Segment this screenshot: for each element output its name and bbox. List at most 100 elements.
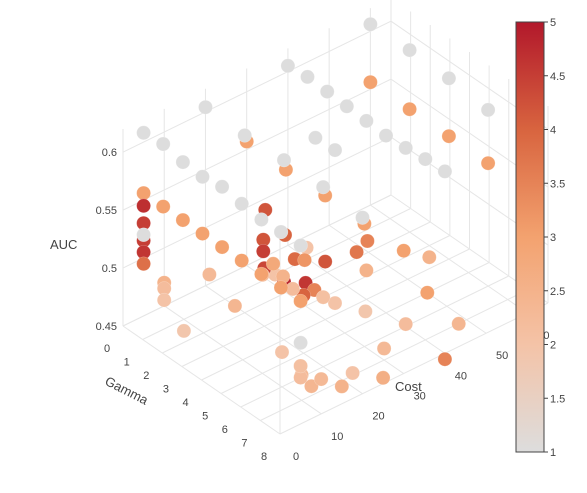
data-point bbox=[256, 244, 271, 259]
x-tick-label: 7 bbox=[241, 438, 247, 450]
data-point bbox=[376, 341, 392, 356]
data-point bbox=[378, 128, 394, 143]
colorbar-tick-label: 1 bbox=[550, 447, 556, 459]
data-point bbox=[422, 249, 437, 265]
data-point bbox=[175, 154, 191, 170]
data-point bbox=[195, 169, 210, 185]
data-point bbox=[402, 42, 417, 58]
x-tick-label: 3 bbox=[163, 384, 169, 396]
data-point bbox=[202, 267, 217, 282]
data-point bbox=[136, 125, 151, 141]
data-point bbox=[234, 196, 249, 212]
data-point bbox=[345, 365, 360, 381]
x-tick-label: 1 bbox=[124, 357, 130, 369]
data-point bbox=[234, 253, 249, 268]
data-point bbox=[280, 58, 296, 74]
data-point bbox=[304, 378, 319, 394]
data-point bbox=[308, 130, 323, 146]
data-point bbox=[265, 256, 281, 272]
colorbar-tick-label: 1.5 bbox=[550, 393, 565, 405]
data-point bbox=[451, 316, 466, 332]
data-point bbox=[396, 243, 411, 258]
floor-gridline bbox=[328, 224, 487, 334]
floor-gridline bbox=[287, 244, 446, 354]
y-tick-label: 10 bbox=[331, 431, 343, 443]
colorbar: 1 1.5 2 2.5 3 3.5 4 4.5 5 bbox=[515, 17, 565, 459]
data-point bbox=[175, 212, 191, 228]
data-point bbox=[195, 226, 210, 241]
data-point bbox=[480, 102, 496, 118]
data-points bbox=[136, 17, 535, 394]
data-point bbox=[359, 263, 374, 278]
colorbar-tick-label: 5 bbox=[550, 17, 556, 29]
data-point bbox=[437, 351, 453, 367]
x-tick-label: 8 bbox=[261, 451, 267, 463]
data-point bbox=[237, 128, 252, 143]
data-point bbox=[437, 164, 453, 179]
floor-gridline bbox=[163, 305, 322, 415]
floor-gridline bbox=[279, 302, 549, 435]
floor-gridline bbox=[122, 325, 281, 435]
colorbar-tick-label: 4 bbox=[550, 125, 556, 137]
colorbar-tick-label: 2.5 bbox=[550, 286, 565, 298]
y-tick-label: 40 bbox=[455, 370, 467, 382]
y-tick-label: 50 bbox=[496, 350, 508, 362]
data-point bbox=[375, 370, 391, 386]
colorbar-scale bbox=[515, 21, 545, 453]
data-point bbox=[136, 227, 151, 243]
z-tick-labels: 0.45 0.5 0.55 0.6 bbox=[96, 147, 117, 333]
y-tick-label: 30 bbox=[414, 391, 426, 403]
data-point bbox=[214, 239, 230, 255]
data-point bbox=[327, 295, 343, 311]
floor-gridline bbox=[201, 248, 470, 381]
floor-gridline bbox=[370, 204, 528, 314]
data-point bbox=[360, 233, 375, 249]
data-point bbox=[198, 99, 213, 115]
data-point bbox=[300, 69, 315, 85]
wall-gridline bbox=[122, 136, 392, 269]
y-tick-label: 0 bbox=[293, 451, 299, 463]
data-point bbox=[420, 285, 435, 300]
data-point bbox=[358, 304, 373, 319]
z-tick-label: 0.6 bbox=[102, 147, 117, 159]
x-tick-label: 6 bbox=[222, 424, 228, 436]
data-point bbox=[402, 101, 417, 117]
y-tick-label: 20 bbox=[372, 411, 384, 423]
y-tick-labels: 0102030405060 bbox=[293, 330, 550, 463]
data-point bbox=[480, 155, 496, 171]
data-point bbox=[293, 335, 308, 351]
floor-gridline bbox=[220, 262, 490, 394]
x-tick-label: 2 bbox=[143, 370, 149, 382]
data-point bbox=[315, 289, 331, 305]
data-point bbox=[254, 266, 269, 282]
x-tick-labels: 0 1 2 3 4 5 6 7 8 bbox=[104, 343, 267, 463]
data-point bbox=[293, 358, 308, 374]
data-point bbox=[359, 113, 374, 129]
data-point bbox=[441, 71, 457, 86]
data-point bbox=[349, 244, 364, 260]
data-point bbox=[176, 323, 192, 339]
floor-gridline bbox=[240, 275, 509, 408]
data-point bbox=[398, 140, 413, 156]
data-point bbox=[334, 379, 350, 394]
data-point bbox=[214, 179, 230, 195]
data-point bbox=[136, 185, 151, 201]
data-point bbox=[155, 199, 171, 214]
data-point bbox=[156, 292, 172, 308]
floor-gridline bbox=[260, 289, 529, 421]
data-point bbox=[363, 17, 378, 32]
colorbar-tick-label: 4.5 bbox=[550, 71, 565, 83]
z-tick-label: 0.55 bbox=[96, 205, 117, 217]
z-tick-label: 0.5 bbox=[102, 263, 117, 275]
data-point bbox=[355, 210, 370, 225]
data-point bbox=[136, 256, 151, 272]
y-axis-title: Cost bbox=[395, 379, 422, 394]
colorbar-tick-label: 3.5 bbox=[550, 178, 565, 190]
data-point bbox=[273, 280, 289, 295]
wall-gridline bbox=[122, 20, 392, 153]
data-point bbox=[441, 128, 457, 144]
data-point bbox=[418, 151, 433, 167]
colorbar-ticks: 1 1.5 2 2.5 3 3.5 4 4.5 5 bbox=[544, 17, 565, 459]
data-point bbox=[273, 224, 289, 240]
